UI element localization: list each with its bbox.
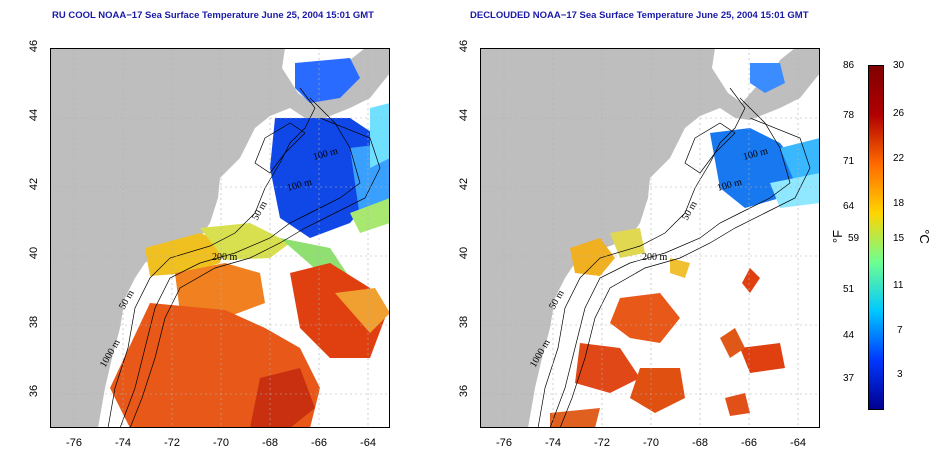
lon-tick-label: -70 bbox=[643, 437, 659, 449]
lon-tick-label: -72 bbox=[594, 437, 610, 449]
graticule bbox=[480, 48, 820, 428]
sst-map-raw: 50 m 100 m 200 m 50 m 1000 m 100 m bbox=[50, 48, 390, 428]
fahrenheit-tick-label: 71 bbox=[843, 156, 855, 167]
lon-tick-label: -74 bbox=[545, 437, 561, 449]
lat-tick-label: 38 bbox=[458, 315, 470, 329]
fahrenheit-tick-label: 37 bbox=[843, 373, 855, 384]
lat-tick-label: 46 bbox=[458, 39, 470, 53]
lat-tick-label: 36 bbox=[28, 384, 40, 398]
lat-tick-label: 44 bbox=[28, 108, 40, 122]
temperature-colorbar bbox=[868, 65, 884, 410]
celsius-tick-label: 22 bbox=[893, 153, 905, 164]
lat-tick-label: 36 bbox=[458, 384, 470, 398]
sst-patches bbox=[550, 63, 820, 428]
lat-tick-label: 40 bbox=[28, 246, 40, 260]
fahrenheit-tick-label: 59 bbox=[848, 233, 860, 244]
lon-tick-label: -70 bbox=[213, 437, 229, 449]
map-svg: 50 m 100 m 200 m 50 m 1000 m 100 m bbox=[50, 48, 390, 428]
lon-tick-label: -72 bbox=[164, 437, 180, 449]
panel-title-raw: RU COOL NOAA−17 Sea Surface Temperature … bbox=[52, 10, 374, 21]
sst-patches bbox=[110, 58, 390, 428]
celsius-tick-label: 15 bbox=[893, 233, 905, 244]
lon-tick-label: -68 bbox=[262, 437, 278, 449]
sst-map-declouded: 50 m 100 m 200 m 50 m 1000 m 100 m bbox=[480, 48, 820, 428]
lon-tick-label: -64 bbox=[790, 437, 806, 449]
lon-tick-label: -66 bbox=[741, 437, 757, 449]
isobath-label: 200 m bbox=[212, 252, 238, 263]
celsius-unit-label: °C bbox=[916, 229, 932, 244]
lon-tick-label: -68 bbox=[692, 437, 708, 449]
land-mass bbox=[50, 48, 390, 428]
map-frame bbox=[480, 48, 820, 428]
lat-tick-label: 42 bbox=[458, 177, 470, 191]
lat-tick-label: 40 bbox=[458, 246, 470, 260]
celsius-tick-label: 11 bbox=[893, 280, 904, 291]
map-frame bbox=[50, 48, 390, 428]
map-svg: 50 m 100 m 200 m 50 m 1000 m 100 m bbox=[480, 48, 820, 428]
fahrenheit-tick-label: 64 bbox=[843, 201, 855, 212]
lat-tick-label: 46 bbox=[28, 39, 40, 53]
isobath-label: 200 m bbox=[642, 252, 668, 263]
fahrenheit-unit-label: °F bbox=[830, 229, 846, 244]
celsius-tick-label: 3 bbox=[897, 369, 903, 380]
lat-tick-label: 38 bbox=[28, 315, 40, 329]
lat-tick-label: 42 bbox=[28, 177, 40, 191]
celsius-tick-label: 30 bbox=[893, 60, 905, 71]
lon-tick-label: -64 bbox=[360, 437, 376, 449]
celsius-tick-label: 7 bbox=[897, 325, 903, 336]
celsius-tick-label: 18 bbox=[893, 198, 905, 209]
celsius-tick-label: 26 bbox=[893, 108, 905, 119]
lon-tick-label: -66 bbox=[311, 437, 327, 449]
fahrenheit-tick-label: 51 bbox=[843, 284, 855, 295]
lon-tick-label: -74 bbox=[115, 437, 131, 449]
fahrenheit-tick-label: 86 bbox=[843, 60, 855, 71]
fahrenheit-tick-label: 44 bbox=[843, 330, 855, 341]
lon-tick-label: -76 bbox=[66, 437, 82, 449]
graticule bbox=[50, 48, 390, 428]
lat-tick-label: 44 bbox=[458, 108, 470, 122]
panel-title-declouded: DECLOUDED NOAA−17 Sea Surface Temperatur… bbox=[470, 10, 809, 21]
land-mass bbox=[480, 48, 820, 428]
lon-tick-label: -76 bbox=[496, 437, 512, 449]
fahrenheit-tick-label: 78 bbox=[843, 110, 855, 121]
